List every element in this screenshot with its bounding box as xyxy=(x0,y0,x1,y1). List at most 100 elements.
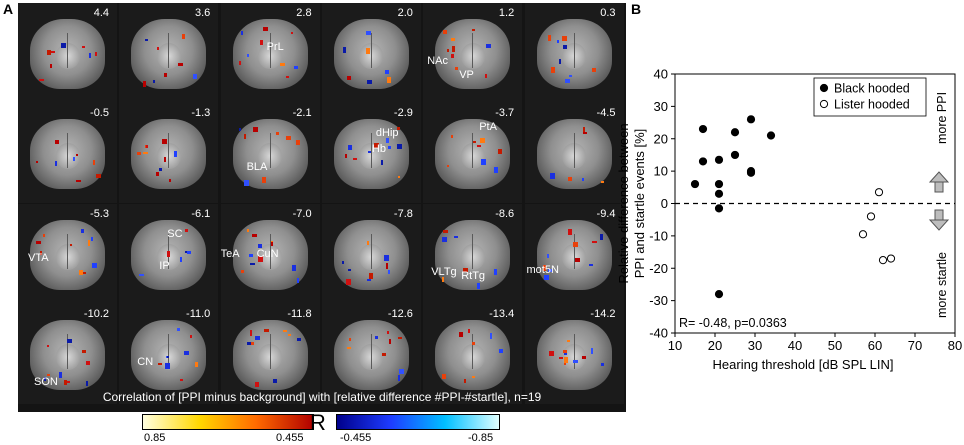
activation-blob xyxy=(549,351,555,357)
annotation-more-startle: more startle xyxy=(935,252,949,318)
midline xyxy=(573,234,575,269)
activation-blob xyxy=(257,243,262,248)
activation-blob xyxy=(139,273,145,276)
brain-image xyxy=(131,119,207,189)
data-point xyxy=(878,256,888,265)
legend-entry: Black hooded xyxy=(834,82,910,96)
colorbar-pos-low-label: 0.85 xyxy=(144,432,166,444)
activation-blob xyxy=(564,361,567,365)
brain-slice: 1.2 NAc VP xyxy=(423,3,523,103)
activation-blob xyxy=(294,66,299,70)
activation-blob xyxy=(271,241,274,246)
y-tick-label: 40 xyxy=(654,67,668,82)
activation-blob xyxy=(252,127,258,133)
activation-blob xyxy=(250,330,253,337)
y-tick-label: 0 xyxy=(661,196,668,211)
activation-blob xyxy=(88,239,91,246)
slice-coordinate: -5.3 xyxy=(90,208,109,220)
activation-blob xyxy=(398,336,402,339)
midline xyxy=(67,133,69,168)
activation-blob xyxy=(249,254,254,258)
activation-blob xyxy=(583,132,588,135)
activation-blob xyxy=(388,338,391,344)
midline xyxy=(472,33,474,68)
activation-blob xyxy=(450,53,454,58)
activation-blob xyxy=(92,159,95,165)
activation-blob xyxy=(471,342,475,346)
slice-row: -5.3 VTA -6.1 SC IP -7.0 TeA CuN -7.8 -8.6 VLTg RtT… xyxy=(18,204,626,304)
activation-blob xyxy=(563,349,568,353)
midline xyxy=(269,133,271,168)
brain-slice-grid: 4.4 3.6 2.8 PrL 2.0 1.2 NAc VP 0.3 -0.5 -1.3 -2.1 BL… xyxy=(18,3,626,412)
brain-slice: 2.8 PrL xyxy=(220,3,320,103)
brain-slice: -2.9 dHip Hb xyxy=(321,103,421,203)
activation-blob xyxy=(89,52,92,58)
plot-frame xyxy=(674,73,956,334)
brain-slice: -2.1 BLA xyxy=(220,103,320,203)
activation-blob xyxy=(297,278,300,284)
activation-blob xyxy=(251,341,255,345)
activation-blob xyxy=(190,335,193,339)
legend-marker xyxy=(819,99,829,109)
region-label: dHip xyxy=(375,127,399,139)
activation-blob xyxy=(165,356,168,359)
activation-blob xyxy=(81,271,86,274)
activation-blob xyxy=(573,242,579,248)
brain-slice: -7.8 xyxy=(321,204,421,304)
activation-blob xyxy=(272,378,277,383)
activation-blob xyxy=(367,80,373,85)
activation-blob xyxy=(385,138,389,144)
activation-blob xyxy=(443,229,449,233)
activation-blob xyxy=(384,70,389,75)
activation-blob xyxy=(144,144,147,148)
activation-blob xyxy=(146,145,149,149)
brain-image xyxy=(30,220,105,290)
activation-blob xyxy=(60,42,66,48)
activation-blob xyxy=(398,375,401,381)
slice-coordinate: -1.3 xyxy=(191,107,211,119)
y-axis-label-line: PPI and startle events [%] xyxy=(632,129,647,279)
activation-blob xyxy=(458,331,463,337)
region-label: PrL xyxy=(266,41,284,53)
activation-blob xyxy=(397,176,400,179)
activation-blob xyxy=(396,127,400,131)
activation-blob xyxy=(384,255,390,262)
midline xyxy=(573,334,575,369)
activation-blob xyxy=(451,135,454,139)
activation-blob xyxy=(177,328,181,332)
brain-slice: -7.0 TeA CuN xyxy=(220,204,320,304)
midline xyxy=(573,33,575,68)
slice-coordinate: -2.1 xyxy=(292,107,312,119)
activation-blob xyxy=(162,139,168,145)
region-label: CN xyxy=(137,356,154,368)
activation-blob xyxy=(442,276,445,282)
activation-blob xyxy=(471,376,475,379)
activation-blob xyxy=(67,381,71,384)
brain-image xyxy=(333,119,409,189)
activation-blob xyxy=(591,241,597,244)
brain-slice: -1.3 xyxy=(119,103,219,203)
activation-blob xyxy=(559,59,562,65)
activation-blob xyxy=(291,31,294,34)
slice-coordinate: -12.6 xyxy=(387,308,413,320)
activation-blob xyxy=(50,63,53,68)
activation-blob xyxy=(353,158,358,161)
midline xyxy=(371,133,373,168)
activation-blob xyxy=(91,263,97,269)
slice-coordinate: -4.5 xyxy=(596,107,616,119)
activation-blob xyxy=(347,76,352,81)
slice-coordinate: 3.6 xyxy=(195,7,211,19)
arrow-down-icon xyxy=(928,219,950,231)
activation-blob xyxy=(44,377,47,382)
activation-blob xyxy=(546,253,549,258)
brain-slice: -8.6 VLTg RtTg xyxy=(423,204,523,304)
activation-blob xyxy=(258,256,264,263)
activation-blob xyxy=(382,352,387,356)
region-label: NAc xyxy=(427,55,448,67)
activation-blob xyxy=(472,28,476,31)
brain-slice: -11.8 xyxy=(220,304,320,404)
activation-blob xyxy=(557,40,560,44)
slice-coordinate: -3.7 xyxy=(495,107,515,119)
colorbar-pos-high-label: 0.455 xyxy=(276,432,304,444)
region-label: VTA xyxy=(28,252,49,264)
